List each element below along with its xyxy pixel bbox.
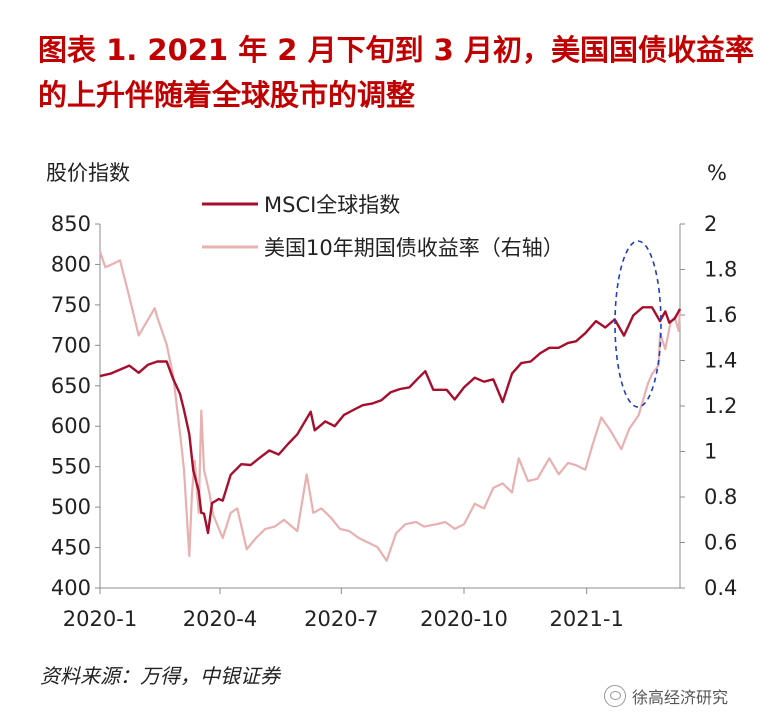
right-axis-label: %: [707, 161, 727, 185]
annotation-ellipse: [614, 240, 662, 408]
right-tick-label: 1.2: [704, 394, 737, 418]
right-tick-label: 1.4: [704, 349, 737, 373]
series-msci-line: [99, 306, 682, 535]
left-tick-label: 700: [51, 333, 91, 357]
right-tick-label: 1.6: [704, 303, 737, 327]
left-tick-label: 450: [51, 536, 91, 560]
brand-name: 徐高经济研究: [632, 688, 729, 707]
left-tick-label: 650: [51, 374, 91, 398]
title-line-2: 的上升伴随着全球股市的调整: [38, 78, 416, 112]
legend-label-yield: 美国10年期国债收益率（右轴）: [264, 236, 564, 260]
left-tick-label: 550: [51, 455, 91, 479]
right-tick-label: 1.8: [704, 258, 737, 282]
x-tick-label: 2020-1: [63, 607, 137, 631]
x-tick-label: 2020-7: [304, 607, 378, 631]
left-tick-label: 600: [51, 414, 91, 438]
series-layer: [98, 250, 682, 562]
wechat-icon: [604, 685, 626, 707]
series-yield-line: [98, 250, 682, 562]
axes-layer: 400 450 500 550 600 650 700 750 800 850 0.4 0.6 0.8 1…: [51, 212, 738, 631]
x-tick-label: 2020-10: [420, 607, 508, 631]
x-tick-label: 2021-1: [549, 607, 623, 631]
legend-label-msci: MSCI全球指数: [264, 193, 400, 217]
right-tick-label: 0.8: [704, 485, 737, 509]
source-note: 资料来源：万得，中银证券: [40, 664, 280, 688]
left-tick-label: 850: [51, 212, 91, 236]
brand-watermark: 徐高经济研究: [604, 683, 728, 709]
left-tick-label: 400: [51, 576, 91, 600]
x-tick-label: 2020-4: [183, 607, 257, 631]
right-tick-label: 0.4: [704, 576, 737, 600]
right-tick-label: 1: [704, 440, 717, 464]
right-tick-label: 2: [704, 212, 717, 236]
left-tick-label: 800: [51, 252, 91, 276]
title-line-1: 图表 1. 2021 年 2 月下旬到 3 月初，美国国债收益率: [38, 33, 754, 67]
right-tick-label: 0.6: [704, 531, 737, 555]
left-tick-label: 500: [51, 495, 91, 519]
left-tick-label: 750: [51, 293, 91, 317]
left-axis-label: 股价指数: [46, 161, 130, 185]
chart-title: 图表 1. 2021 年 2 月下旬到 3 月初，美国国债收益率 的上升伴随着全…: [38, 28, 758, 118]
